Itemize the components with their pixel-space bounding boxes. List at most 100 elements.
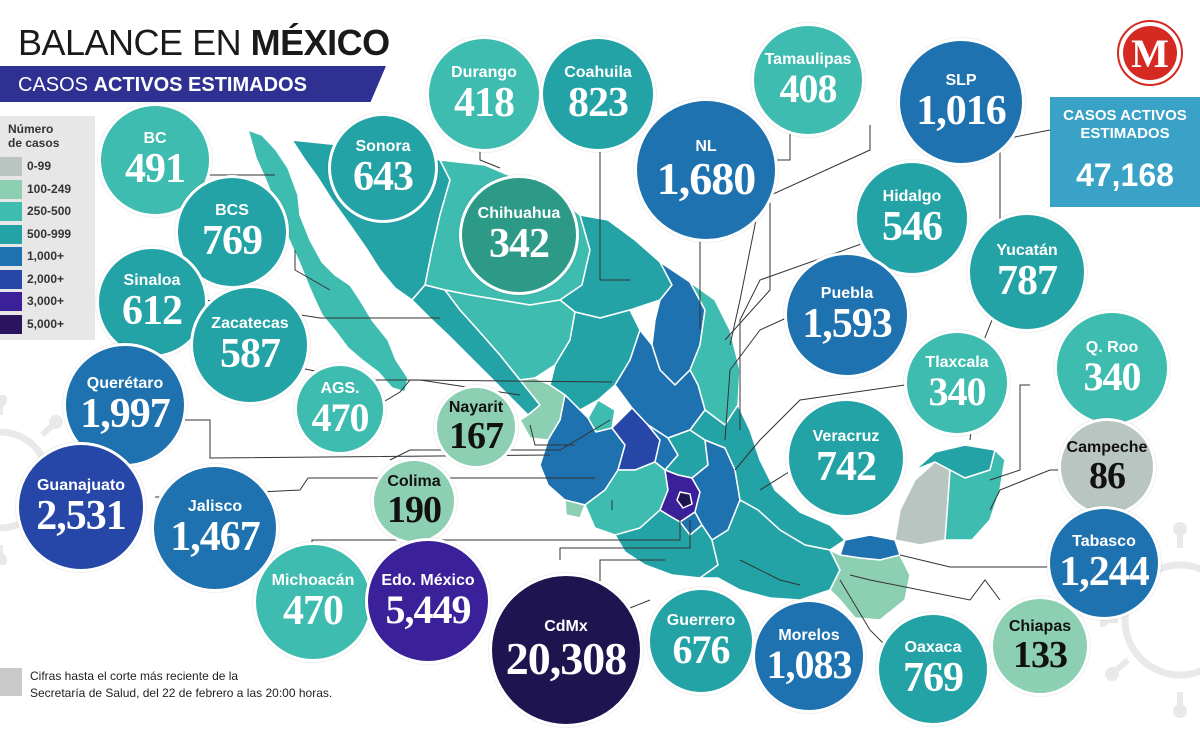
state-cases-value: 340 — [1083, 354, 1142, 399]
logo-letter: M — [1123, 26, 1177, 80]
state-name: Yucatán — [996, 242, 1058, 259]
state-bubble-tlaxcala: Tlaxcala 340 — [904, 330, 1010, 436]
state-name: BC — [143, 130, 167, 147]
legend-swatch — [0, 292, 22, 311]
state-cases-value: 470 — [283, 588, 344, 634]
map-region-chiapas — [829, 549, 911, 621]
legend-swatch — [0, 179, 22, 199]
state-bubble-ags: AGS. 470 — [294, 363, 386, 455]
map-region-qroo — [944, 449, 1006, 541]
state-bubble-chiapas: Chiapas 133 — [990, 596, 1090, 696]
legend-swatch — [0, 314, 22, 334]
state-cases-value: 491 — [125, 146, 186, 192]
state-bubble-michoacan: Michoacán 470 — [253, 542, 373, 662]
state-name: Sinaloa — [123, 272, 181, 289]
state-cases-value: 1,244 — [1059, 549, 1149, 595]
legend-label: 500-999 — [27, 226, 72, 241]
state-bubble-q-roo: Q. Roo 340 — [1054, 310, 1170, 426]
page-subtitle: CASOS ACTIVOS ESTIMADOS — [18, 74, 307, 96]
state-name: Campeche — [1066, 439, 1148, 456]
state-name: Chihuahua — [477, 205, 561, 222]
legend-item: 3,000+ — [0, 291, 95, 313]
state-name: Chiapas — [1008, 618, 1072, 635]
legend-swatch — [0, 157, 22, 176]
legend-item: 1,000+ — [0, 246, 95, 268]
state-bubble-nl: NL 1,680 — [634, 98, 778, 242]
legend-item: 0-99 — [0, 156, 95, 178]
map-region-cdmx — [676, 491, 693, 509]
state-name: Puebla — [820, 285, 874, 302]
state-bubble-tamaulipas: Tamaulipas 408 — [751, 23, 865, 137]
state-cases-value: 408 — [779, 66, 838, 111]
state-bubble-cdmx: CdMx 20,308 — [489, 573, 643, 727]
state-cases-value: 1,593 — [802, 301, 892, 347]
footnote-marker — [0, 668, 22, 696]
legend-item: 100-249 — [0, 179, 95, 201]
state-bubble-morelos: Morelos 1,083 — [752, 599, 866, 713]
legend-label: 5,000+ — [27, 316, 65, 331]
state-cases-value: 1,467 — [170, 514, 260, 560]
state-bubble-slp: SLP 1,016 — [897, 38, 1025, 166]
milenio-logo-icon: M — [1117, 20, 1183, 86]
map-region-baja — [247, 129, 409, 393]
state-bubble-oaxaca: Oaxaca 769 — [876, 612, 990, 726]
total-cases-label: CASOS ACTIVOS ESTIMADOS — [1063, 107, 1187, 142]
state-bubble-edo-mexico: Edo. México 5,449 — [365, 538, 491, 664]
state-bubble-nayarit: Nayarit 167 — [434, 385, 518, 469]
state-name: Durango — [451, 64, 517, 81]
state-bubble-jalisco: Jalisco 1,467 — [151, 464, 279, 592]
state-name: CdMx — [544, 618, 588, 635]
legend-item: 5,000+ — [0, 314, 95, 336]
state-name: Tabasco — [1072, 533, 1136, 550]
state-cases-value: 1,016 — [916, 88, 1006, 134]
state-name: Hidalgo — [882, 188, 942, 205]
state-cases-value: 1,083 — [766, 642, 853, 687]
state-bubble-tabasco: Tabasco 1,244 — [1047, 506, 1161, 620]
state-cases-value: 340 — [928, 369, 987, 414]
state-name: Tlaxcala — [925, 354, 989, 371]
state-name: Oaxaca — [904, 639, 962, 656]
state-name: NL — [695, 138, 717, 155]
state-bubble-guerrero: Guerrero 676 — [647, 587, 755, 695]
legend-label: 250-500 — [27, 204, 72, 218]
state-bubble-yucatan: Yucatán 787 — [967, 212, 1087, 332]
state-cases-value: 470 — [311, 395, 370, 440]
legend-item: 500-999 — [0, 224, 95, 246]
state-name: Guanajuato — [36, 477, 125, 494]
legend-swatch — [0, 269, 22, 289]
legend-swatch — [0, 202, 22, 221]
state-bubble-veracruz: Veracruz 742 — [786, 398, 906, 518]
legend-label: 3,000+ — [27, 294, 65, 308]
state-name: Michoacán — [271, 572, 355, 589]
state-name: Nayarit — [448, 399, 504, 416]
state-cases-value: 769 — [903, 655, 964, 701]
legend-item: 250-500 — [0, 201, 95, 223]
state-cases-value: 823 — [568, 80, 629, 126]
footnote: Cifras hasta el corte más reciente de la… — [30, 669, 333, 700]
state-cases-value: 612 — [122, 288, 183, 334]
state-cases-value: 133 — [1013, 634, 1068, 676]
state-name: Tamaulipas — [764, 51, 852, 68]
state-name: Querétaro — [86, 375, 164, 392]
state-bubble-hidalgo: Hidalgo 546 — [854, 160, 970, 276]
state-cases-value: 742 — [816, 444, 877, 490]
state-cases-value: 190 — [387, 489, 442, 531]
state-cases-value: 769 — [202, 218, 263, 264]
state-bubble-sonora: Sonora 643 — [328, 113, 438, 223]
legend-label: 2,000+ — [27, 271, 65, 286]
state-cases-value: 20,308 — [505, 633, 627, 684]
state-name: AGS. — [320, 380, 360, 397]
legend-swatch — [0, 247, 22, 266]
legend-title: Número de casos — [8, 122, 60, 150]
state-bubble-puebla: Puebla 1,593 — [784, 252, 910, 378]
state-name: Q. Roo — [1085, 339, 1139, 356]
state-cases-value: 167 — [449, 415, 504, 457]
state-name: Veracruz — [812, 428, 880, 445]
state-cases-value: 342 — [489, 221, 550, 267]
state-cases-value: 546 — [882, 204, 943, 250]
state-name: BCS — [215, 202, 249, 219]
total-cases-box: CASOS ACTIVOS ESTIMADOS 47,168 — [1050, 97, 1200, 207]
state-cases-value: 787 — [997, 258, 1058, 304]
legend-label: 1,000+ — [27, 249, 65, 263]
